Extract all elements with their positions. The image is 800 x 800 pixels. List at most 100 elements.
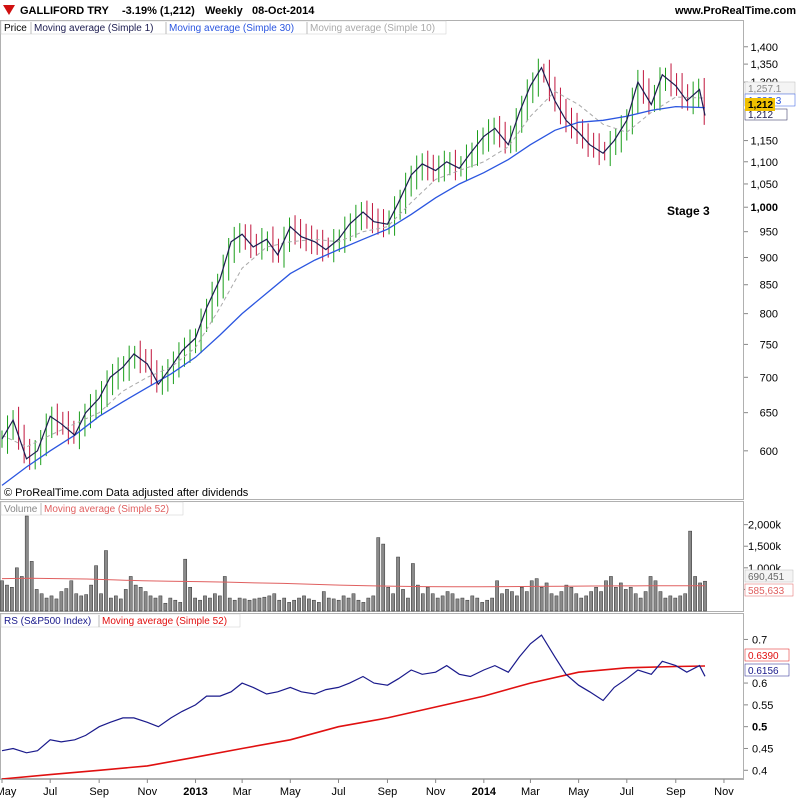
volume-bar [222, 576, 227, 612]
volume-bar [208, 597, 212, 612]
volume-bar [89, 584, 93, 612]
volume-bar [643, 591, 648, 612]
volume-bar [44, 597, 49, 612]
volume-bar [633, 593, 638, 612]
volume-bar [435, 597, 440, 612]
volume-bar [440, 595, 445, 612]
chart-header: GALLIFORD TRY -3.19% (1,212) Weekly 08-O… [3, 5, 796, 17]
volume-bar [653, 580, 658, 612]
volume-bar [341, 595, 346, 612]
volume-bar [277, 599, 282, 612]
volume-bar [574, 593, 579, 612]
volume-bar [589, 591, 593, 612]
volume-bar [564, 584, 569, 612]
volume-bar [34, 589, 39, 612]
x-tick-label: 2014 [472, 786, 497, 798]
volume-bar [312, 599, 316, 612]
price-tick-label: 900 [760, 252, 778, 264]
site-label: www.ProRealTime.com [674, 5, 796, 17]
volume-ma52-line [1, 577, 705, 588]
volume-bar [217, 595, 222, 612]
volume-bar [619, 582, 623, 612]
price-legend-ma10: Moving average (Simple 10) [310, 23, 435, 34]
volume-marker: 690,451 [748, 572, 785, 583]
x-tick-label: Nov [714, 786, 734, 798]
volume-bar [94, 565, 98, 612]
volume-bar [361, 602, 366, 612]
volume-legend-volume: Volume [4, 504, 38, 515]
ma1-marker: 1,212 [748, 110, 773, 121]
volume-bar [331, 598, 336, 612]
volume-bar [317, 602, 321, 612]
volume-bar [628, 587, 633, 612]
volume-tick-label: 2,000k [748, 520, 782, 532]
volume-bar [371, 595, 376, 612]
volume-bars [0, 515, 707, 612]
volume-bar [59, 591, 64, 612]
price-legend-ma1: Moving average (Simple 1) [34, 23, 154, 34]
instrument-down-arrow-icon [3, 5, 15, 15]
price-tick-label: 1,050 [750, 179, 778, 191]
volume-bar [510, 591, 514, 612]
volume-bar [396, 556, 400, 612]
volume-bar [500, 593, 504, 612]
volume-bar [683, 593, 688, 612]
ma10-marker: 1,257.1 [748, 84, 782, 95]
price-tick-label: 850 [760, 280, 778, 292]
volume-ma-marker: 585,633 [748, 586, 785, 597]
price-tick-label: 750 [760, 339, 778, 351]
volume-bar [183, 558, 188, 612]
volume-bar [193, 597, 197, 612]
x-tick-label: Mar [521, 786, 540, 798]
volume-bar [168, 597, 173, 612]
volume-bar [495, 580, 499, 612]
volume-bar [133, 584, 138, 612]
volume-bar [668, 595, 673, 612]
ma30-line [1, 105, 706, 486]
volume-bar [376, 537, 381, 612]
volume-bar [19, 576, 24, 612]
rs-marker: 0.6156 [748, 666, 779, 677]
volume-bar [123, 589, 128, 612]
price-legend-price: Price [4, 23, 27, 34]
volume-bar [326, 597, 331, 612]
volume-bar [10, 587, 14, 612]
ma10-line [1, 90, 706, 448]
volume-bar [5, 584, 9, 612]
volume-bar [351, 593, 356, 612]
volume-bar [227, 597, 232, 612]
date-label: 08-Oct-2014 [252, 5, 315, 17]
volume-bar [529, 580, 534, 612]
volume-bar [336, 599, 341, 612]
ma1-line [1, 66, 706, 460]
volume-bar [460, 597, 465, 612]
price-change: -3.19% (1,212) [122, 5, 195, 17]
rs-ma-marker: 0.6390 [748, 651, 779, 662]
volume-bar [584, 595, 589, 612]
volume-bar [658, 591, 663, 612]
rs-tick-label: 0.5 [752, 722, 767, 734]
x-tick-label: Nov [138, 786, 158, 798]
volume-bar [15, 567, 19, 612]
volume-bar [247, 599, 252, 612]
volume-bar [118, 598, 123, 612]
x-tick-label: Mar [233, 786, 252, 798]
rs-tick-label: 0.6 [752, 678, 767, 690]
volume-bar [515, 595, 519, 612]
volume-bar [64, 588, 69, 612]
volume-panel-frame [0, 501, 744, 612]
volume-bar [346, 597, 351, 612]
volume-bar [579, 597, 584, 612]
volume-tick-label: 1,500k [748, 541, 782, 553]
volume-bar [69, 580, 74, 612]
volume-bar [232, 599, 237, 612]
price-legend-ma30: Moving average (Simple 30) [169, 23, 294, 34]
volume-bar [455, 598, 460, 612]
price-tick-label: 1,150 [750, 136, 778, 148]
price-tick-label: 950 [760, 227, 778, 239]
volume-bar [416, 584, 420, 612]
volume-bar [480, 602, 485, 612]
rs-ma52-line [1, 665, 706, 780]
volume-bar [465, 599, 470, 612]
volume-bar [391, 593, 395, 612]
